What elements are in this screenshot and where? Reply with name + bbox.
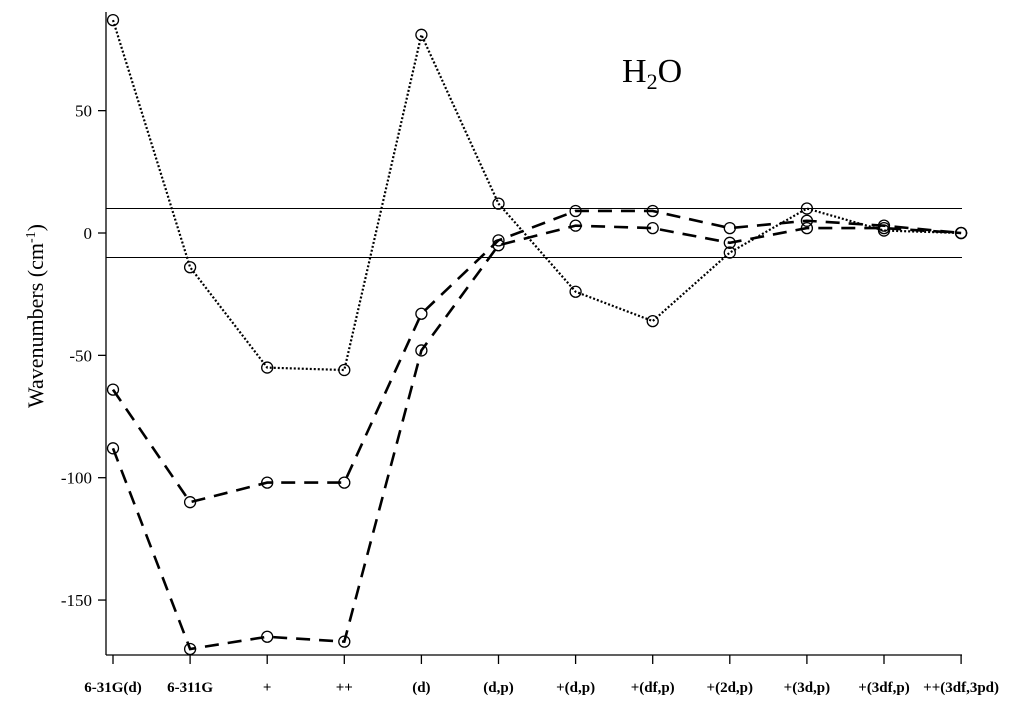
x-tick-label: +(df,p) <box>631 680 675 696</box>
data-point <box>185 262 196 273</box>
y-tick-label: 50 <box>75 102 92 121</box>
data-point <box>416 29 427 40</box>
x-tick-label: +(d,p) <box>556 680 595 696</box>
y-axis-label-sup: -1 <box>24 231 39 243</box>
y-axis-label-close: ) <box>23 224 48 231</box>
data-point <box>647 316 658 327</box>
series-line <box>113 211 961 502</box>
x-tick-label: +(3d,p) <box>784 680 830 696</box>
series-line <box>113 226 961 649</box>
series-layer <box>108 15 967 655</box>
x-tick-label: +(2d,p) <box>707 680 753 696</box>
molecule-label: H2O <box>622 53 682 94</box>
y-tick-label: -50 <box>69 346 92 365</box>
molecule-label-sub: 2 <box>647 69 658 94</box>
molecule-label-rest: O <box>658 53 683 90</box>
reference-lines <box>106 209 962 258</box>
x-tick-label: ++ <box>336 680 353 696</box>
x-tick-label: 6-311G <box>167 680 213 696</box>
x-tick-label: ++(3df,3pd) <box>923 680 999 696</box>
y-tick-label: 0 <box>84 224 93 243</box>
y-tick-label: -150 <box>61 591 92 610</box>
x-tick-label: 6-31G(d) <box>84 680 142 696</box>
data-point <box>339 365 350 376</box>
x-tick-label: +(3df,p) <box>858 680 909 696</box>
data-point <box>416 308 427 319</box>
y-tick-label: -100 <box>61 469 92 488</box>
axes <box>106 12 962 655</box>
series-1 <box>108 15 967 376</box>
molecule-label-base: H <box>622 53 647 90</box>
y-ticks: 50 0 -50 -100 -150 <box>61 102 106 610</box>
x-tick-label: (d,p) <box>483 680 513 696</box>
y-axis-label-main: Wavenumbers (cm <box>23 243 48 408</box>
series-2 <box>108 205 967 507</box>
series-line <box>113 20 961 370</box>
x-tick-label: + <box>263 680 272 696</box>
x-ticks: 6-31G(d)6-311G+++(d)(d,p)+(d,p)+(df,p)+(… <box>84 655 999 696</box>
x-tick-label: (d) <box>412 680 430 696</box>
y-axis-label: Wavenumbers (cm-1) <box>23 224 48 408</box>
series-3 <box>108 220 967 654</box>
data-point <box>724 223 735 234</box>
